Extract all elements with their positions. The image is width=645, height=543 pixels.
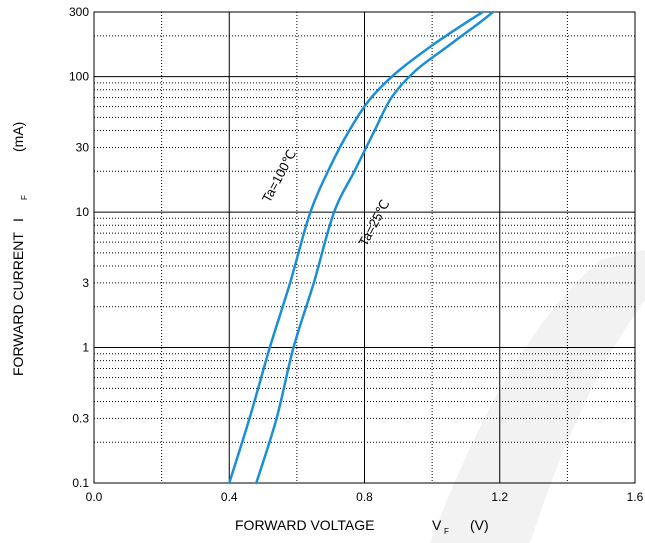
- y-axis-subscript: F: [20, 195, 29, 200]
- x-axis-unit: (V): [470, 517, 489, 533]
- plot-frame: [93, 11, 636, 484]
- y-axis-unit: (mA): [10, 122, 26, 152]
- y-tick-label: 0.1: [72, 476, 89, 490]
- x-tick-label: 0.4: [221, 490, 238, 504]
- y-tick-label: 3: [82, 276, 89, 290]
- watermark-arc: [430, 250, 645, 543]
- watermark-shape: [430, 250, 645, 543]
- x-tick-label: 1.2: [491, 490, 508, 504]
- y-tick-label: 300: [69, 5, 89, 19]
- x-tick-label: 0.0: [86, 490, 103, 504]
- x-axis-symbol: V: [432, 517, 442, 533]
- x-tick-label: 1.6: [627, 490, 644, 504]
- y-axis-symbol: I: [10, 218, 26, 222]
- y-tick-label: 30: [76, 140, 90, 154]
- series-label-ta-100c: Ta=100℃: [259, 147, 299, 205]
- y-tick-labels: 0.1 0.3 1 3 10 30 100 300: [69, 5, 89, 490]
- x-axis-title: FORWARD VOLTAGE: [235, 517, 375, 533]
- series-label-ta-25c: Ta=25℃: [356, 197, 393, 249]
- y-axis-title: FORWARD CURRENT: [10, 232, 26, 376]
- x-tick-label: 0.8: [356, 490, 373, 504]
- y-tick-label: 1: [82, 341, 89, 355]
- y-tick-label: 100: [69, 70, 89, 84]
- x-tick-labels: 0.0 0.4 0.8 1.2 1.6: [86, 490, 644, 504]
- series-line-ta-100c: [228, 10, 485, 485]
- y-tick-label: 10: [76, 205, 90, 219]
- x-axis-subscript: F: [444, 527, 449, 536]
- y-tick-label: 0.3: [72, 411, 89, 425]
- series-line-ta-25c: [255, 10, 495, 485]
